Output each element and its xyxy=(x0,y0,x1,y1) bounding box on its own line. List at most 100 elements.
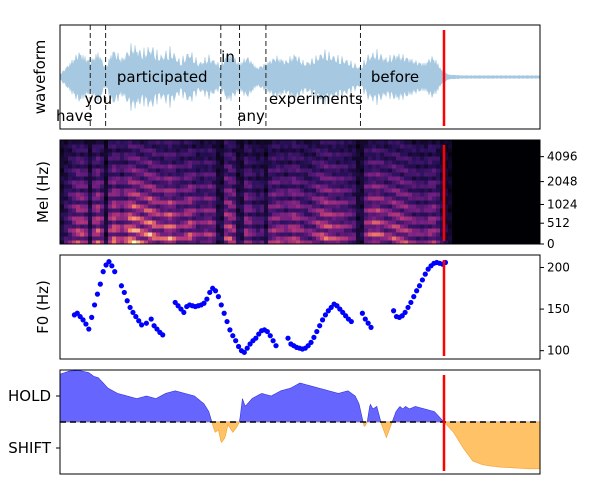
mel-cell xyxy=(392,240,397,244)
mel-cell xyxy=(280,148,285,153)
mel-cell xyxy=(112,212,117,217)
mel-cell xyxy=(480,152,485,157)
mel-cell xyxy=(380,148,385,153)
mel-cell xyxy=(476,156,481,161)
mel-cell xyxy=(428,144,433,149)
mel-cell xyxy=(352,200,357,205)
mel-cell xyxy=(188,208,193,213)
mel-cell xyxy=(356,228,361,233)
mel-cell xyxy=(68,212,73,217)
mel-cell xyxy=(532,164,537,169)
mel-cell xyxy=(280,180,285,185)
mel-cell xyxy=(188,184,193,189)
mel-cell xyxy=(80,180,85,185)
mel-cell xyxy=(436,180,441,185)
mel-cell xyxy=(220,212,225,217)
mel-cell xyxy=(92,192,97,197)
mel-cell xyxy=(232,188,237,193)
mel-cell xyxy=(272,140,277,145)
mel-cell xyxy=(424,208,429,213)
mel-cell xyxy=(80,228,85,233)
mel-cell xyxy=(492,220,497,225)
mel-cell xyxy=(324,240,329,244)
mel-cell xyxy=(432,224,437,229)
mel-cell xyxy=(284,156,289,161)
mel-cell xyxy=(536,160,540,165)
mel-cell xyxy=(272,204,277,209)
mel-cell xyxy=(344,176,349,181)
mel-cell xyxy=(308,176,313,181)
mel-cell xyxy=(372,140,377,145)
mel-cell xyxy=(144,184,149,189)
mel-cell xyxy=(176,160,181,165)
mel-cell xyxy=(204,196,209,201)
mel-cell xyxy=(448,160,453,165)
mel-cell xyxy=(272,224,277,229)
mel-cell xyxy=(200,188,205,193)
mel-cell xyxy=(84,196,89,201)
mel-cell xyxy=(144,200,149,205)
mel-cell xyxy=(308,164,313,169)
turn-taking-tick-label: SHIFT xyxy=(8,439,52,457)
mel-cell xyxy=(520,212,525,217)
mel-cell xyxy=(312,240,317,244)
mel-cell xyxy=(300,196,305,201)
mel-cell xyxy=(136,208,141,213)
mel-cell xyxy=(68,224,73,229)
mel-cell xyxy=(536,224,540,229)
mel-cell xyxy=(356,204,361,209)
mel-cell xyxy=(416,184,421,189)
mel-cell xyxy=(276,228,281,233)
mel-cell xyxy=(100,204,105,209)
mel-cell xyxy=(320,224,325,229)
mel-cell xyxy=(84,204,89,209)
mel-cell xyxy=(384,232,389,237)
mel-cell xyxy=(168,236,173,241)
mel-cell xyxy=(188,140,193,145)
mel-cell xyxy=(256,224,261,229)
mel-cell xyxy=(304,228,309,233)
mel-cell xyxy=(148,240,153,244)
mel-cell xyxy=(340,148,345,153)
mel-cell xyxy=(512,224,517,229)
mel-cell xyxy=(464,140,469,145)
mel-cell xyxy=(512,188,517,193)
mel-cell xyxy=(308,216,313,221)
mel-cell xyxy=(448,200,453,205)
mel-cell xyxy=(100,188,105,193)
mel-cell xyxy=(80,164,85,169)
mel-cell xyxy=(188,156,193,161)
mel-tick-label: 4096 xyxy=(547,150,578,164)
word-label: have xyxy=(56,107,93,125)
mel-cell xyxy=(516,164,521,169)
mel-cell xyxy=(124,176,129,181)
mel-cell xyxy=(404,184,409,189)
mel-cell xyxy=(268,220,273,225)
mel-cell xyxy=(196,144,201,149)
mel-cell xyxy=(400,176,405,181)
mel-cell xyxy=(472,172,477,177)
mel-cell xyxy=(532,228,537,233)
mel-cell xyxy=(472,232,477,237)
mel-cell xyxy=(332,228,337,233)
mel-cell xyxy=(508,160,513,165)
mel-cell xyxy=(292,148,297,153)
f0-point xyxy=(416,283,423,289)
mel-cell xyxy=(116,148,121,153)
mel-cell xyxy=(72,140,77,145)
mel-cell xyxy=(220,184,225,189)
mel-cell xyxy=(444,212,449,217)
mel-cell xyxy=(244,148,249,153)
mel-cell xyxy=(140,216,145,221)
mel-cell xyxy=(260,240,265,244)
mel-cell xyxy=(64,188,69,193)
mel-cell xyxy=(412,180,417,185)
mel-cell xyxy=(256,176,261,181)
mel-cell xyxy=(168,144,173,149)
mel-cell xyxy=(208,160,213,165)
mel-cell xyxy=(192,204,197,209)
mel-cell xyxy=(356,168,361,173)
mel-cell xyxy=(232,148,237,153)
mel-cell xyxy=(232,236,237,241)
